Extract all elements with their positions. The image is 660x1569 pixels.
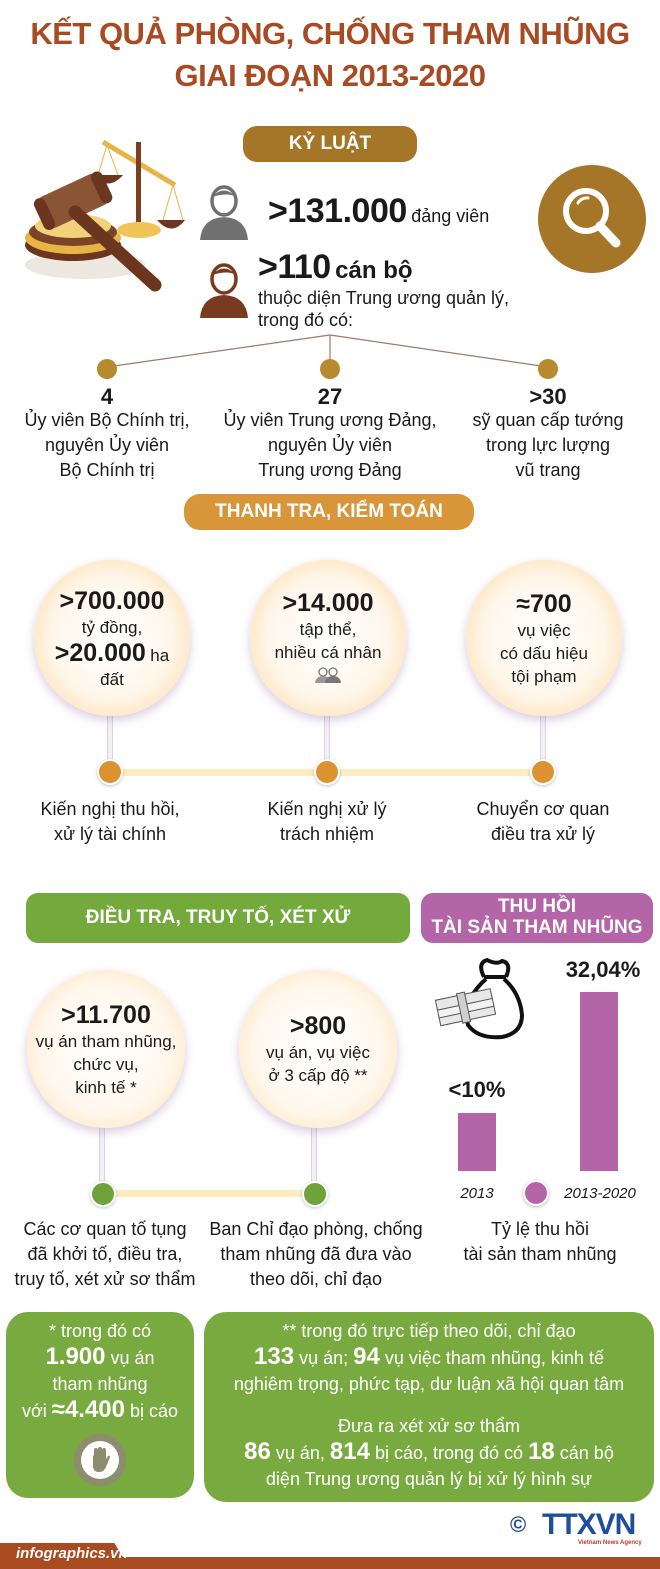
magnifier-icon [538,165,646,273]
investigation-circle-1: >11.700 vụ án tham nhũng, chức vụ, kinh … [27,970,185,1128]
circle-value: >11.700 [61,1000,151,1029]
inspection-label-3: Chuyển cơ quan điều tra xử lý [476,799,610,844]
inspection-label-1: Kiến nghị thu hồi, xử lý tài chính [40,799,180,844]
investigation-label-1: Các cơ quan tố tụng đã khởi tố, điều tra,… [14,1219,196,1289]
breakdown-dot-1 [97,359,117,379]
breakdown-desc-1: Ủy viên Bộ Chính trị, nguyên Ủy viên Bộ … [24,410,190,480]
investigation-circle-2: >800 vụ án, vụ việc ở 3 cấp độ ** [239,970,397,1128]
investigation-label-2: Ban Chỉ đạo phòng, chống tham nhũng đã đư… [209,1219,423,1289]
party-members-value: >131.000 [268,192,407,230]
officials-stat: >110 cán bộ [258,248,413,287]
section-header-inspection: THANH TRA, KIỂM TOÁN [184,494,474,530]
officials-desc-1: thuộc diện Trung ương quản lý, [258,288,510,308]
breakdown-dot-2 [320,359,340,379]
person-icon-gray [198,184,250,240]
gavel-scales-icon [15,130,185,300]
breakdown-dot-3 [538,359,558,379]
investigation-node-1 [90,1181,116,1207]
money-bag-icon [432,955,525,1040]
bar-value-2013-2020: 32,04% [565,957,641,982]
note-box-left: * trong đó có 1.900 vụ án tham nhũng với… [6,1312,194,1498]
page-title-line2: GIAI ĐOẠN 2013-2020 [174,58,486,93]
circle-value: ≈700 [516,589,572,618]
inspection-node-3 [530,759,556,785]
stem [107,700,113,770]
officials-desc-2: trong đó có: [258,310,354,330]
bar-category-2013: 2013 [460,1185,494,1202]
section-header-label: THANH TRA, KIỂM TOÁN [215,500,443,522]
recovery-caption: Tỷ lệ thu hồi tài sản tham nhũng [463,1219,617,1264]
officials-unit: cán bộ [335,257,413,284]
breakdown-value-3: >30 [529,384,567,409]
stem [99,1120,105,1190]
footer-site-link[interactable]: infographics.vn [16,1545,128,1562]
stop-hand-icon [74,1434,126,1486]
circle-value: >700.000 [59,586,165,615]
agency-logo: TTXVN [542,1508,636,1541]
inspection-node-1 [97,759,123,785]
copyright-icon: © [510,1512,527,1537]
breakdown-value-2: 27 [317,384,343,409]
bar-2013-2020 [580,992,618,1171]
section-header-investigation: ĐIỀU TRA, TRUY TỐ, XÉT XỬ [26,893,410,943]
section-header-label: KỶ LUẬT [288,132,372,154]
stem [324,700,330,770]
group-people-icon [313,667,343,688]
section-header-discipline: KỶ LUẬT [243,126,417,162]
investigation-connector-bar [104,1190,316,1197]
breakdown-desc-3: sỹ quan cấp tướng trong lực lượng vũ tra… [472,410,624,480]
inspection-circle-2: >14.000 tập thể, nhiều cá nhân [250,560,406,716]
party-members-unit: đảng viên [411,206,490,226]
party-members-stat: >131.000 đảng viên [268,192,489,231]
inspection-circle-3: ≈700 vụ việc có dấu hiệu tội phạm [466,560,622,716]
footer-tab [0,1543,130,1569]
stem [311,1120,317,1190]
legend-dot [523,1180,549,1206]
investigation-node-2 [302,1181,328,1207]
page-title-line1: KẾT QUẢ PHÒNG, CHỐNG THAM NHŨNG [30,16,630,51]
section-header-recovery: THU HỒI TÀI SẢN THAM NHŨNG [421,893,653,943]
bar-category-2013-2020: 2013-2020 [564,1185,636,1202]
bar-2013 [458,1113,496,1171]
agency-subtitle: Vietnam News Agency [578,1540,642,1546]
inspection-node-2 [314,759,340,785]
bar-value-2013: <10% [448,1077,506,1102]
circle-value: >14.000 [282,589,374,617]
inspection-circle-1: >700.000 tỷ đồng, >20.000 ha đất [34,560,190,716]
note-box-right: ** trong đó trực tiếp theo dõi, chỉ đạo … [204,1312,654,1502]
circle-value: >800 [289,1012,347,1040]
section-header-label: ĐIỀU TRA, TRUY TỐ, XÉT XỬ [85,906,351,928]
stem [540,700,546,770]
officials-value: >110 [258,248,331,286]
person-icon-brown [198,262,250,318]
breakdown-desc-2: Ủy viên Trung ương Đảng, nguyên Ủy viên … [223,410,437,480]
inspection-label-2: Kiến nghị xử lý trách nhiệm [267,799,387,844]
footer-bar [0,1557,660,1569]
breakdown-value-1: 4 [100,384,114,409]
